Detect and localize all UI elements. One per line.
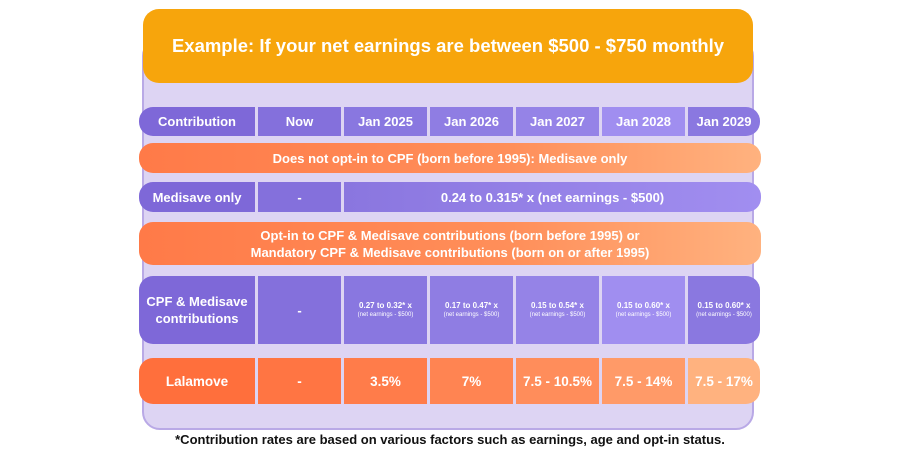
cpf-rate-2027-main: 0.15 to 0.54* x: [531, 301, 584, 310]
lalamove-2029: 7.5 - 17%: [688, 358, 760, 404]
section-medisave-only-title: Does not opt-in to CPF (born before 1995…: [272, 150, 628, 166]
medisave-label: Medisave only: [139, 182, 255, 212]
cpf-rate-2025: 0.27 to 0.32* x (net earnings - $500): [344, 276, 427, 344]
section-cpf-banner: Opt-in to CPF & Medisave contributions (…: [139, 222, 761, 265]
lalamove-2025: 3.5%: [344, 358, 427, 404]
cpf-row: CPF & Medisave contributions - 0.27 to 0…: [139, 276, 761, 344]
lalamove-2028: 7.5 - 14%: [602, 358, 685, 404]
cpf-rate-2027: 0.15 to 0.54* x (net earnings - $500): [516, 276, 599, 344]
cpf-rate-2025-sub: (net earnings - $500): [357, 312, 414, 318]
lalamove-label: Lalamove: [139, 358, 255, 404]
cpf-rate-2026-main: 0.17 to 0.47* x: [445, 301, 498, 310]
cpf-rate-2026-sub: (net earnings - $500): [443, 312, 500, 318]
header-jan-2025: Jan 2025: [344, 107, 427, 136]
header-jan-2028: Jan 2028: [602, 107, 685, 136]
cpf-rate-2028-sub: (net earnings - $500): [615, 312, 672, 318]
cpf-label-line2: contributions: [155, 311, 239, 326]
lalamove-2026: 7%: [430, 358, 513, 404]
cpf-now: -: [258, 276, 341, 344]
header-jan-2026: Jan 2026: [430, 107, 513, 136]
cpf-rate-2028: 0.15 to 0.60* x (net earnings - $500): [602, 276, 685, 344]
section-cpf-line1: Opt-in to CPF & Medisave contributions (…: [260, 227, 640, 243]
header-jan-2029: Jan 2029: [688, 107, 760, 136]
cpf-rate-2027-sub: (net earnings - $500): [529, 312, 586, 318]
example-banner: Example: If your net earnings are betwee…: [143, 9, 753, 83]
lalamove-now: -: [258, 358, 341, 404]
section-cpf-line2: Mandatory CPF & Medisave contributions (…: [250, 244, 650, 260]
lalamove-row: Lalamove - 3.5% 7% 7.5 - 10.5% 7.5 - 14%…: [139, 358, 761, 404]
medisave-formula: 0.24 to 0.315* x (net earnings - $500): [344, 182, 761, 212]
cpf-label-line1: CPF & Medisave: [146, 294, 248, 309]
lalamove-2027: 7.5 - 10.5%: [516, 358, 599, 404]
footnote: *Contribution rates are based on various…: [175, 432, 725, 447]
section-medisave-only-banner: Does not opt-in to CPF (born before 1995…: [139, 143, 761, 173]
banner-title: Example: If your net earnings are betwee…: [171, 35, 725, 56]
medisave-now: -: [258, 182, 341, 212]
header-row: Contribution Now Jan 2025 Jan 2026 Jan 2…: [139, 107, 761, 136]
cpf-rate-2029: 0.15 to 0.60* x (net earnings - $500): [688, 276, 760, 344]
header-contribution: Contribution: [139, 107, 255, 136]
cpf-rate-2029-sub: (net earnings - $500): [696, 312, 752, 318]
cpf-label: CPF & Medisave contributions: [139, 276, 255, 344]
medisave-row: Medisave only - 0.24 to 0.315* x (net ea…: [139, 182, 761, 212]
header-now: Now: [258, 107, 341, 136]
cpf-rate-2029-main: 0.15 to 0.60* x: [697, 301, 751, 310]
header-jan-2027: Jan 2027: [516, 107, 599, 136]
cpf-rate-2026: 0.17 to 0.47* x (net earnings - $500): [430, 276, 513, 344]
cpf-rate-2025-main: 0.27 to 0.32* x: [359, 301, 412, 310]
cpf-rate-2028-main: 0.15 to 0.60* x: [617, 301, 670, 310]
